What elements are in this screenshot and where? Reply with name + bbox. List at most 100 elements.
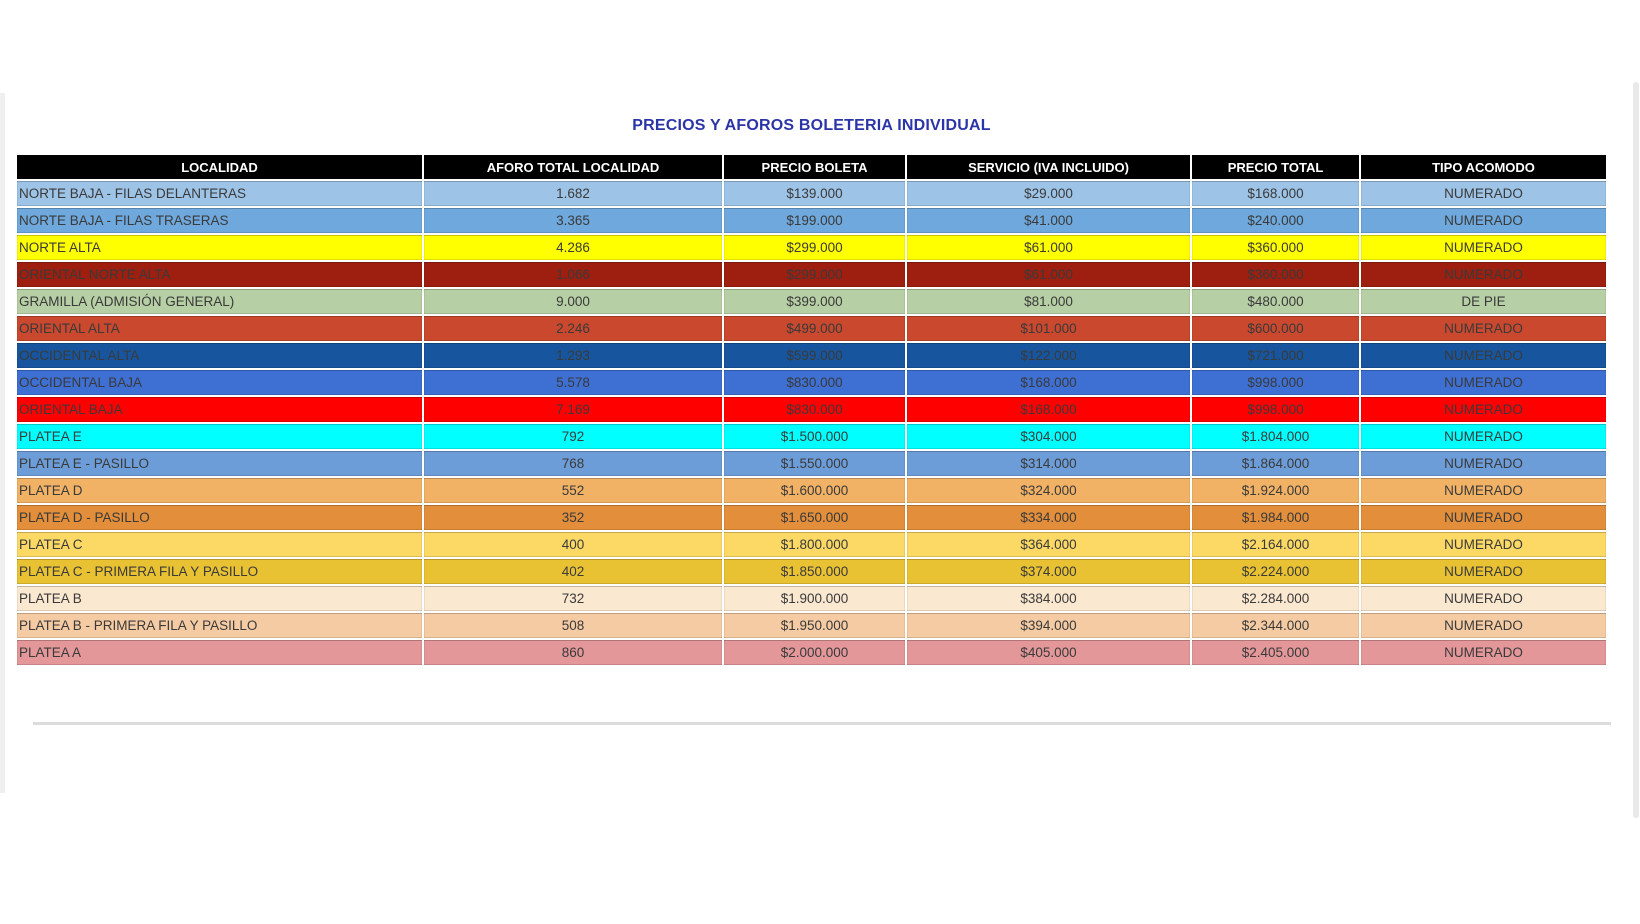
column-header-tipo-acomodo: TIPO ACOMODO (1361, 155, 1606, 179)
cell-servicio: $314.000 (907, 451, 1190, 476)
cell-servicio: $334.000 (907, 505, 1190, 530)
cell-precio-total: $360.000 (1192, 235, 1359, 260)
cell-tipo-acomodo: NUMERADO (1361, 613, 1606, 638)
cell-servicio: $168.000 (907, 370, 1190, 395)
cell-precio-boleta: $1.550.000 (724, 451, 905, 476)
cell-tipo-acomodo: NUMERADO (1361, 208, 1606, 233)
cell-localidad: OCCIDENTAL BAJA (17, 370, 422, 395)
cell-aforo-total: 860 (424, 640, 722, 665)
table-row: PLATEA C 400 $1.800.000 $364.000 $2.164.… (17, 532, 1606, 557)
cell-precio-boleta: $830.000 (724, 370, 905, 395)
cell-aforo-total: 4.286 (424, 235, 722, 260)
table-row: PLATEA D 552 $1.600.000 $324.000 $1.924.… (17, 478, 1606, 503)
cell-localidad: PLATEA D (17, 478, 422, 503)
cell-aforo-total: 3.365 (424, 208, 722, 233)
cell-localidad: NORTE ALTA (17, 235, 422, 260)
cell-precio-total: $2.164.000 (1192, 532, 1359, 557)
cell-precio-total: $1.804.000 (1192, 424, 1359, 449)
cell-servicio: $374.000 (907, 559, 1190, 584)
cell-aforo-total: 5.578 (424, 370, 722, 395)
cell-localidad: PLATEA A (17, 640, 422, 665)
cell-localidad: OCCIDENTAL ALTA (17, 343, 422, 368)
cell-servicio: $101.000 (907, 316, 1190, 341)
cell-precio-total: $1.864.000 (1192, 451, 1359, 476)
cell-aforo-total: 792 (424, 424, 722, 449)
cell-precio-total: $1.924.000 (1192, 478, 1359, 503)
cell-precio-total: $600.000 (1192, 316, 1359, 341)
cell-precio-total: $2.344.000 (1192, 613, 1359, 638)
cell-tipo-acomodo: NUMERADO (1361, 451, 1606, 476)
cell-servicio: $304.000 (907, 424, 1190, 449)
cell-aforo-total: 1.682 (424, 181, 722, 206)
column-header-localidad: LOCALIDAD (17, 155, 422, 179)
cell-precio-boleta: $499.000 (724, 316, 905, 341)
table-row: OCCIDENTAL BAJA 5.578 $830.000 $168.000 … (17, 370, 1606, 395)
cell-aforo-total: 352 (424, 505, 722, 530)
cell-localidad: PLATEA E (17, 424, 422, 449)
cell-localidad: ORIENTAL ALTA (17, 316, 422, 341)
table-row: PLATEA C - PRIMERA FILA Y PASILLO 402 $1… (17, 559, 1606, 584)
table-row: ORIENTAL NORTE ALTA 1.066 $299.000 $61.0… (17, 262, 1606, 287)
cell-aforo-total: 2.246 (424, 316, 722, 341)
cell-precio-total: $240.000 (1192, 208, 1359, 233)
cell-aforo-total: 732 (424, 586, 722, 611)
cell-localidad: GRAMILLA (ADMISIÓN GENERAL) (17, 289, 422, 314)
page-title: PRECIOS Y AFOROS BOLETERIA INDIVIDUAL (632, 116, 991, 134)
cell-aforo-total: 768 (424, 451, 722, 476)
cell-localidad: PLATEA C - PRIMERA FILA Y PASILLO (17, 559, 422, 584)
cell-localidad: PLATEA B (17, 586, 422, 611)
cell-precio-total: $480.000 (1192, 289, 1359, 314)
cell-tipo-acomodo: NUMERADO (1361, 235, 1606, 260)
cell-precio-boleta: $299.000 (724, 235, 905, 260)
cell-tipo-acomodo: NUMERADO (1361, 559, 1606, 584)
cell-tipo-acomodo: NUMERADO (1361, 505, 1606, 530)
cell-tipo-acomodo: NUMERADO (1361, 640, 1606, 665)
table-row: PLATEA D - PASILLO 352 $1.650.000 $334.0… (17, 505, 1606, 530)
column-header-precio-total: PRECIO TOTAL (1192, 155, 1359, 179)
cell-precio-boleta: $1.800.000 (724, 532, 905, 557)
table-row: ORIENTAL ALTA 2.246 $499.000 $101.000 $6… (17, 316, 1606, 341)
cell-aforo-total: 508 (424, 613, 722, 638)
bottom-divider (33, 722, 1611, 725)
table-row: NORTE BAJA - FILAS TRASERAS 3.365 $199.0… (17, 208, 1606, 233)
cell-precio-total: $2.405.000 (1192, 640, 1359, 665)
cell-precio-boleta: $1.600.000 (724, 478, 905, 503)
scrollbar-track[interactable] (1633, 82, 1639, 818)
cell-precio-boleta: $199.000 (724, 208, 905, 233)
cell-precio-boleta: $139.000 (724, 181, 905, 206)
cell-localidad: ORIENTAL NORTE ALTA (17, 262, 422, 287)
cell-servicio: $324.000 (907, 478, 1190, 503)
cell-servicio: $122.000 (907, 343, 1190, 368)
cell-servicio: $168.000 (907, 397, 1190, 422)
cell-aforo-total: 1.293 (424, 343, 722, 368)
table-row: NORTE ALTA 4.286 $299.000 $61.000 $360.0… (17, 235, 1606, 260)
table-row: PLATEA B - PRIMERA FILA Y PASILLO 508 $1… (17, 613, 1606, 638)
cell-precio-total: $1.984.000 (1192, 505, 1359, 530)
cell-precio-boleta: $599.000 (724, 343, 905, 368)
table-row: PLATEA A 860 $2.000.000 $405.000 $2.405.… (17, 640, 1606, 665)
cell-tipo-acomodo: DE PIE (1361, 289, 1606, 314)
cell-precio-total: $998.000 (1192, 370, 1359, 395)
cell-aforo-total: 7.169 (424, 397, 722, 422)
cell-localidad: PLATEA B - PRIMERA FILA Y PASILLO (17, 613, 422, 638)
cell-servicio: $81.000 (907, 289, 1190, 314)
cell-tipo-acomodo: NUMERADO (1361, 397, 1606, 422)
cell-precio-boleta: $830.000 (724, 397, 905, 422)
cell-servicio: $61.000 (907, 262, 1190, 287)
column-header-precio-boleta: PRECIO BOLETA (724, 155, 905, 179)
cell-precio-boleta: $1.950.000 (724, 613, 905, 638)
cell-aforo-total: 402 (424, 559, 722, 584)
cell-tipo-acomodo: NUMERADO (1361, 478, 1606, 503)
cell-tipo-acomodo: NUMERADO (1361, 343, 1606, 368)
cell-tipo-acomodo: NUMERADO (1361, 424, 1606, 449)
cell-precio-boleta: $1.500.000 (724, 424, 905, 449)
cell-precio-boleta: $1.900.000 (724, 586, 905, 611)
column-header-servicio: SERVICIO (IVA INCLUIDO) (907, 155, 1190, 179)
cell-precio-total: $2.224.000 (1192, 559, 1359, 584)
table-row: OCCIDENTAL ALTA 1.293 $599.000 $122.000 … (17, 343, 1606, 368)
cell-servicio: $41.000 (907, 208, 1190, 233)
cell-precio-total: $360.000 (1192, 262, 1359, 287)
table-row: PLATEA B 732 $1.900.000 $384.000 $2.284.… (17, 586, 1606, 611)
cell-precio-boleta: $1.850.000 (724, 559, 905, 584)
cell-servicio: $61.000 (907, 235, 1190, 260)
